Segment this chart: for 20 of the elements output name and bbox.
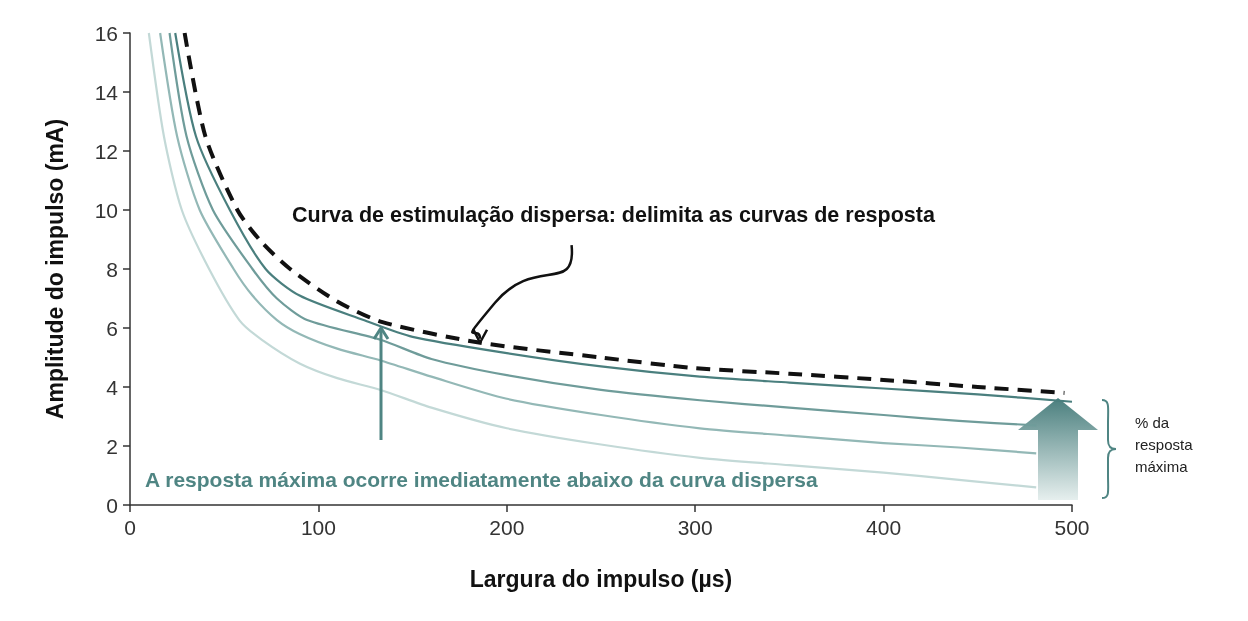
- y-tick-label: 2: [106, 434, 118, 458]
- y-tick-label: 4: [106, 375, 119, 399]
- annotation: Curva de estimulação dispersa: delimita as curvas de resposta: [292, 203, 935, 228]
- x-tick-label: 200: [489, 516, 525, 539]
- y-tick-label: 16: [94, 21, 118, 45]
- x-tick-label: 400: [866, 516, 902, 539]
- x-tick-label: 500: [1054, 516, 1090, 539]
- y-tick-label: 12: [94, 139, 118, 163]
- x-tick-label: 100: [300, 516, 336, 539]
- text: % da resposta máxima: [1135, 413, 1194, 477]
- y-tick-label: 0: [106, 493, 118, 517]
- annotation: A resposta máxima ocorre imediatamente abaixo da curva dispersa: [145, 468, 818, 492]
- x-tick-label: 0: [124, 516, 136, 539]
- y-tick-label: 8: [106, 257, 118, 281]
- y-tick-label: 10: [94, 198, 118, 222]
- x-axis-title: Largura do impulso (µs): [469, 565, 733, 592]
- x-tick-label: 300: [677, 516, 713, 539]
- y-tick-label: 6: [106, 316, 118, 340]
- y-tick-label: 14: [94, 80, 119, 104]
- y-axis-title: Amplitude do impulso (mA): [41, 118, 68, 420]
